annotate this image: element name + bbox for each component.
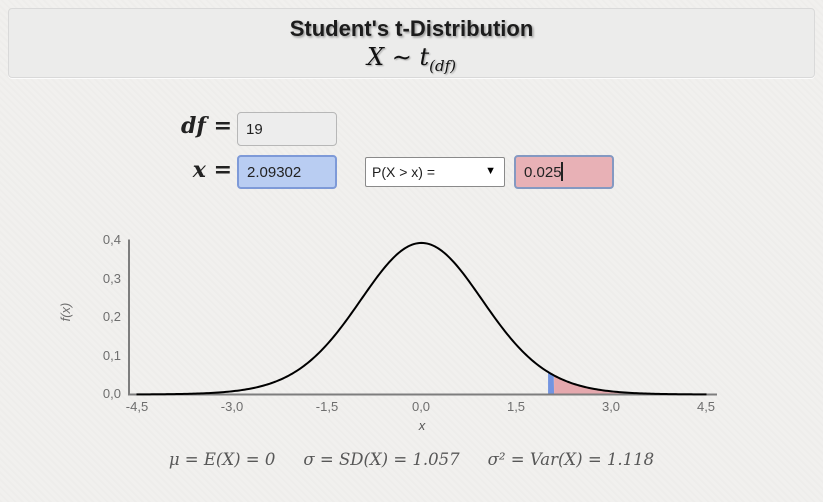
formula-variable: X: [367, 43, 385, 71]
probability-type-select[interactable]: P(X > x) =: [365, 157, 505, 187]
df-label: df =: [181, 113, 232, 139]
shaded-tail-region: [554, 375, 707, 395]
formula-tilde: ∼: [391, 43, 412, 71]
distribution-stats: μ = E(X) = 0 σ = SD(X) = 1.057 σ² = Var(…: [0, 450, 823, 469]
x-tick-label: -3,0: [220, 399, 244, 414]
y-axis-title: f(x): [58, 302, 73, 322]
formula-dist-symbol: t: [419, 43, 430, 71]
x-input[interactable]: [237, 155, 337, 189]
stat-variance: σ² = Var(X) = 1.118: [487, 450, 655, 469]
header-panel: Student's t-Distribution X ∼ t(df): [8, 8, 815, 78]
pdf-curve: [136, 241, 707, 396]
df-input[interactable]: [237, 112, 337, 146]
text-caret: [561, 162, 563, 181]
x-axis-title: x: [418, 418, 426, 433]
y-tick-label: 0,3: [102, 271, 121, 286]
y-tick-label: 0,0: [102, 386, 121, 401]
x-tick-label: 0,0: [411, 399, 431, 414]
x-marker-handle[interactable]: [548, 372, 555, 395]
distribution-formula: X ∼ t(df): [9, 43, 814, 75]
probability-type-select-wrapper: P(X > x) = ▼: [365, 157, 505, 187]
page-title: Student's t-Distribution: [289, 16, 534, 41]
y-tick-label: 0,2: [102, 309, 121, 324]
x-tick-label: 3,0: [601, 399, 621, 414]
x-tick-label: 4,5: [696, 399, 716, 414]
stat-mean: μ = E(X) = 0: [168, 450, 276, 469]
x-label: x =: [192, 157, 232, 183]
stat-sd: σ = SD(X) = 1.057: [303, 450, 460, 469]
probability-input[interactable]: [514, 155, 614, 189]
x-tick-label: -4,5: [125, 399, 149, 414]
formula-df-subscript: (df): [429, 56, 456, 75]
x-tick-label: 1,5: [506, 399, 526, 414]
y-tick-label: 0,4: [102, 232, 121, 247]
x-tick-label: -1,5: [315, 399, 339, 414]
y-tick-label: 0,1: [102, 348, 121, 363]
